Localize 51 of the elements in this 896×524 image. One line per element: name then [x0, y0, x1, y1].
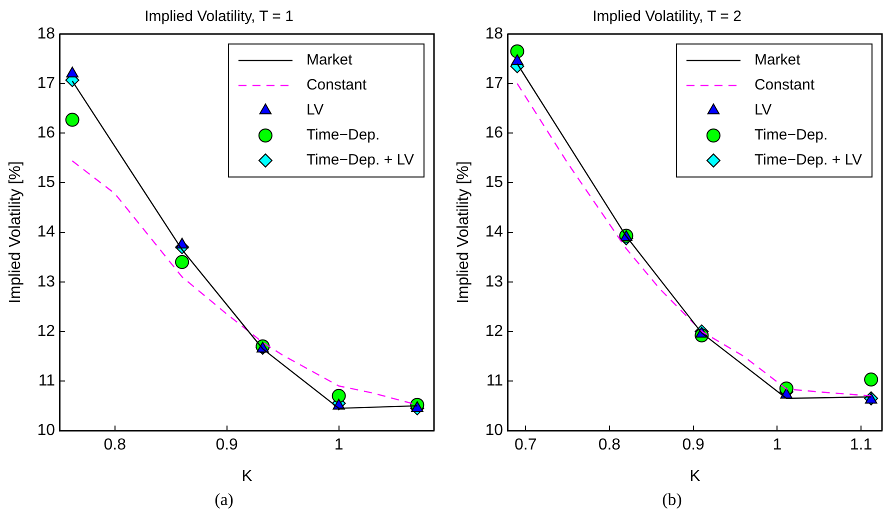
y-tick-label: 12 [37, 322, 56, 340]
y-tick-label: 16 [485, 124, 504, 142]
x-tick-label: 1 [334, 436, 344, 454]
x-tick-label: 0.8 [598, 436, 621, 454]
legend-label: Time−Dep. [306, 126, 380, 144]
y-axis-title: Implied Volatility [%] [7, 161, 24, 304]
y-tick-label: 17 [485, 74, 504, 92]
x-tick-label: 0.8 [104, 436, 126, 454]
point [332, 388, 346, 403]
legend-label: Market [754, 52, 802, 69]
y-tick-label: 11 [486, 372, 504, 390]
y-tick-label: 15 [485, 174, 504, 192]
text: (b) [661, 490, 683, 510]
chart-title: Implied Volatility, T = 2 [592, 8, 742, 26]
x-tick-label: 1.1 [850, 436, 872, 454]
legend-label: Constant [754, 76, 816, 94]
y-tick-label: 10 [37, 422, 56, 440]
y-tick-label: 15 [37, 174, 56, 192]
point [510, 44, 524, 58]
y-tick-label: 18 [37, 25, 56, 42]
y-tick-label: 10 [485, 422, 504, 440]
legend-label: Time−Dep. + LV [754, 152, 862, 169]
legend-label: LV [306, 102, 324, 119]
y-tick-label: 13 [37, 273, 56, 290]
point [175, 255, 190, 270]
legend-label: Market [306, 52, 354, 69]
chart-title: Implied Volatility, T = 1 [144, 8, 294, 26]
point [65, 112, 80, 127]
y-axis-title: Implied Volatility [%] [455, 161, 472, 304]
x-tick-label: 0.7 [514, 436, 537, 454]
legend-label: Time−Dep. [754, 126, 828, 144]
point [511, 54, 524, 66]
x-tick-label: 0.9 [682, 436, 705, 454]
legend-label: Time−Dep. + LV [306, 152, 414, 169]
y-tick-label: 18 [485, 25, 504, 42]
point [411, 401, 424, 412]
text: (a) [214, 490, 234, 510]
legend-label: LV [754, 102, 772, 119]
y-tick-label: 13 [485, 273, 504, 290]
x-axis-title: K [242, 468, 253, 485]
legend-label: Constant [306, 76, 368, 94]
point [864, 372, 878, 387]
y-tick-label: 17 [37, 74, 56, 92]
x-axis-title: K [690, 468, 701, 485]
x-tick-label: 1 [772, 436, 782, 454]
y-tick-label: 12 [485, 322, 504, 340]
y-tick-label: 11 [38, 372, 56, 390]
y-tick-label: 14 [37, 224, 56, 241]
y-tick-label: 16 [37, 124, 56, 142]
x-tick-label: 0.9 [216, 436, 238, 454]
y-tick-label: 14 [485, 224, 504, 241]
